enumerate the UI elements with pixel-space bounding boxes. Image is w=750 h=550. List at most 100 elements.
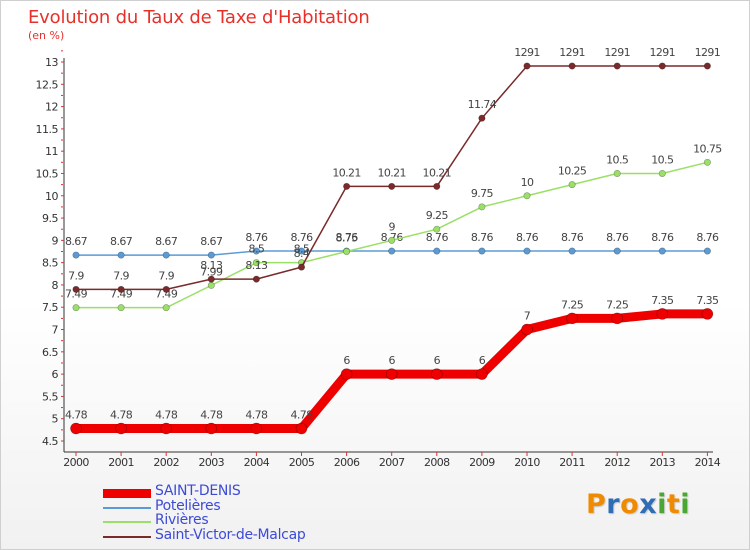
data-point xyxy=(703,62,711,70)
data-label: 1291 xyxy=(514,46,540,59)
data-label: 11.74 xyxy=(468,98,497,111)
data-label: 7.9 xyxy=(158,269,174,282)
data-label: 10.75 xyxy=(693,142,722,155)
data-point xyxy=(433,225,441,233)
y-tick-label: 6.5 xyxy=(42,346,58,359)
data-label: 8.76 xyxy=(290,231,313,244)
data-label: 10.21 xyxy=(332,166,361,179)
data-label: 6 xyxy=(434,354,441,367)
data-label: 1291 xyxy=(649,46,675,59)
chart-unit-label: (en %) xyxy=(28,29,65,42)
data-label: 7.9 xyxy=(68,269,84,282)
x-tick-label: 2001 xyxy=(108,456,134,469)
data-label: 4.78 xyxy=(65,409,88,422)
data-label: 8.67 xyxy=(200,235,223,248)
data-point xyxy=(613,62,621,70)
legend-label: Saint-Victor-de-Malcap xyxy=(155,526,306,543)
data-point xyxy=(568,181,576,189)
y-tick-label: 4.5 xyxy=(42,435,58,448)
legend-swatch xyxy=(103,535,151,538)
data-label: 1291 xyxy=(604,46,630,59)
data-point xyxy=(568,247,576,255)
x-tick-label: 2004 xyxy=(244,456,270,469)
data-label: 8.76 xyxy=(696,231,719,244)
data-point xyxy=(478,203,486,211)
y-tick-label: 9.5 xyxy=(42,212,58,225)
data-point xyxy=(117,285,125,293)
data-point xyxy=(207,251,215,259)
x-tick-label: 2005 xyxy=(289,456,315,469)
data-label: 7.35 xyxy=(696,294,719,307)
data-label: 8.76 xyxy=(561,231,584,244)
data-point xyxy=(70,422,82,435)
x-tick-label: 2006 xyxy=(334,456,360,469)
data-point xyxy=(340,368,353,380)
data-label: 8.76 xyxy=(471,231,494,244)
data-label: 8.67 xyxy=(155,235,178,248)
y-tick-label: 10.5 xyxy=(36,167,59,180)
x-tick-label: 2002 xyxy=(153,456,179,469)
legend-label: SAINT-DENIS xyxy=(155,483,241,499)
logo-letter: i xyxy=(657,489,667,520)
y-tick-label: 7.5 xyxy=(42,301,58,314)
data-point xyxy=(521,323,533,336)
data-point xyxy=(72,251,80,259)
data-label: 9 xyxy=(388,220,395,233)
x-tick-label: 2011 xyxy=(559,456,585,469)
data-label: 8.67 xyxy=(65,235,88,248)
legend-swatch xyxy=(103,506,151,509)
y-tick-label: 12 xyxy=(45,101,58,114)
data-label: 7.49 xyxy=(110,288,133,301)
data-label: 8.13 xyxy=(245,259,268,272)
data-label: 9.75 xyxy=(471,187,494,200)
data-point xyxy=(72,285,80,293)
data-point xyxy=(566,312,578,325)
data-point xyxy=(388,236,396,244)
data-label: 6 xyxy=(479,354,486,367)
data-label: 4.78 xyxy=(200,409,223,422)
data-point xyxy=(162,251,170,259)
series-saint-denis: 4.78 4.78 4.78 4.78 4.78 4.78 6 6 6 6 7 7.25 7.25 7.3… xyxy=(65,294,720,435)
data-label: 8.76 xyxy=(336,231,359,244)
data-point xyxy=(703,247,711,255)
data-label: 4.78 xyxy=(110,409,133,422)
data-point xyxy=(250,422,263,435)
data-label: 1291 xyxy=(559,46,585,59)
y-tick-label: 8.5 xyxy=(42,257,58,270)
y-tick-label: 11.5 xyxy=(36,123,59,136)
y-tick-label: 7 xyxy=(52,324,59,337)
y-tick-label: 6 xyxy=(52,368,59,381)
x-tick-label: 2012 xyxy=(604,456,630,469)
logo-letter: i xyxy=(680,489,691,520)
data-point xyxy=(430,368,443,380)
data-label: 8.5 xyxy=(294,243,310,256)
y-tick-label: 5 xyxy=(52,413,59,426)
x-tick-label: 2014 xyxy=(695,456,721,469)
data-point xyxy=(478,247,486,255)
legend-swatch xyxy=(103,488,151,498)
data-point xyxy=(117,304,125,312)
data-label: 4.78 xyxy=(155,409,178,422)
data-label: 8.76 xyxy=(606,231,629,244)
data-point xyxy=(343,182,351,190)
data-point xyxy=(613,247,621,255)
data-label: 10.21 xyxy=(423,166,452,179)
data-point xyxy=(205,422,218,435)
y-tick-label: 9 xyxy=(52,234,59,247)
data-point xyxy=(297,263,305,271)
proxiti-logo: Proxiti xyxy=(586,489,690,520)
data-point xyxy=(252,247,260,255)
x-tick-label: 2010 xyxy=(514,456,540,469)
data-point xyxy=(207,275,215,283)
data-label: 7.25 xyxy=(606,298,629,311)
data-point xyxy=(117,251,125,259)
data-label: 9.25 xyxy=(426,209,449,222)
logo-letter: o xyxy=(620,489,640,520)
data-point xyxy=(388,247,396,255)
series-rivi-res: 7.49 7.49 7.49 7.99 8.5 8.5 8.75 9 9.25 9.75 10 10.… xyxy=(65,142,723,312)
data-label: 8.75 xyxy=(336,232,359,245)
x-tick-label: 2009 xyxy=(469,456,495,469)
legend-label: Rivières xyxy=(155,512,209,528)
data-label: 4.78 xyxy=(245,409,268,422)
